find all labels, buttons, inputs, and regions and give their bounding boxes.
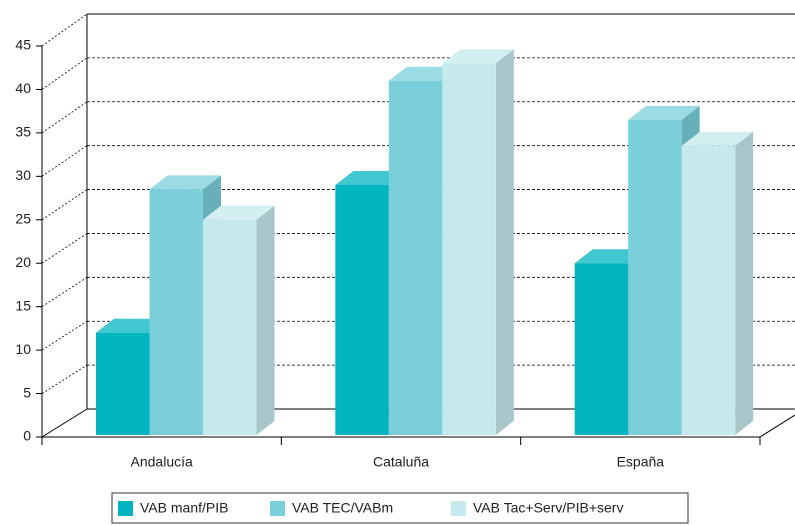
grid-line (41, 57, 88, 90)
bar (149, 189, 203, 435)
y-tick-label: 10 (15, 341, 31, 357)
y-tick-label: 35 (15, 124, 31, 140)
y-tick-label: 45 (15, 37, 31, 53)
legend-label: VAB manf/PIB (140, 500, 228, 516)
bar-top (681, 131, 754, 146)
grid-line (41, 101, 88, 134)
y-tick-label: 30 (15, 167, 31, 183)
grid-line (41, 189, 88, 221)
y-tick-label: 25 (15, 210, 31, 226)
floor-right (759, 414, 795, 438)
x-tick-label: Andalucía (131, 454, 193, 470)
floor-left (41, 408, 88, 438)
grid-line (41, 13, 88, 47)
bar-side (735, 131, 754, 435)
y-tick-label: 5 (23, 384, 31, 400)
y-tick-label: 15 (15, 297, 31, 313)
bar (574, 263, 629, 435)
legend-box (111, 492, 689, 524)
legend-swatch (451, 501, 466, 516)
legend-label: VAB Tac+Serv/PIB+serv (473, 500, 623, 516)
bar (335, 185, 389, 435)
bar-top (149, 175, 221, 190)
x-tick-label: España (617, 454, 665, 470)
bar (203, 219, 257, 435)
legend-label: VAB TEC/VABm (292, 500, 393, 516)
bar-top (203, 205, 275, 220)
bar (628, 119, 682, 435)
bar-top (442, 49, 514, 64)
grid-line (41, 364, 88, 394)
grid-line (41, 276, 88, 308)
grid-line (41, 233, 88, 264)
bar (442, 63, 496, 435)
bar (681, 145, 736, 435)
y-tick-label: 0 (23, 428, 31, 444)
bar (96, 332, 150, 435)
bar-top (628, 105, 700, 120)
bar-side (495, 49, 514, 435)
y-tick-label: 20 (15, 254, 31, 270)
bar (388, 80, 443, 435)
bar-side (256, 205, 275, 435)
grid-line (41, 145, 88, 177)
legend-swatch (270, 501, 285, 516)
x-tick-label: Cataluña (373, 454, 429, 470)
y-tick-label: 40 (15, 80, 31, 96)
grid-line (41, 320, 88, 351)
legend-swatch (118, 501, 133, 516)
